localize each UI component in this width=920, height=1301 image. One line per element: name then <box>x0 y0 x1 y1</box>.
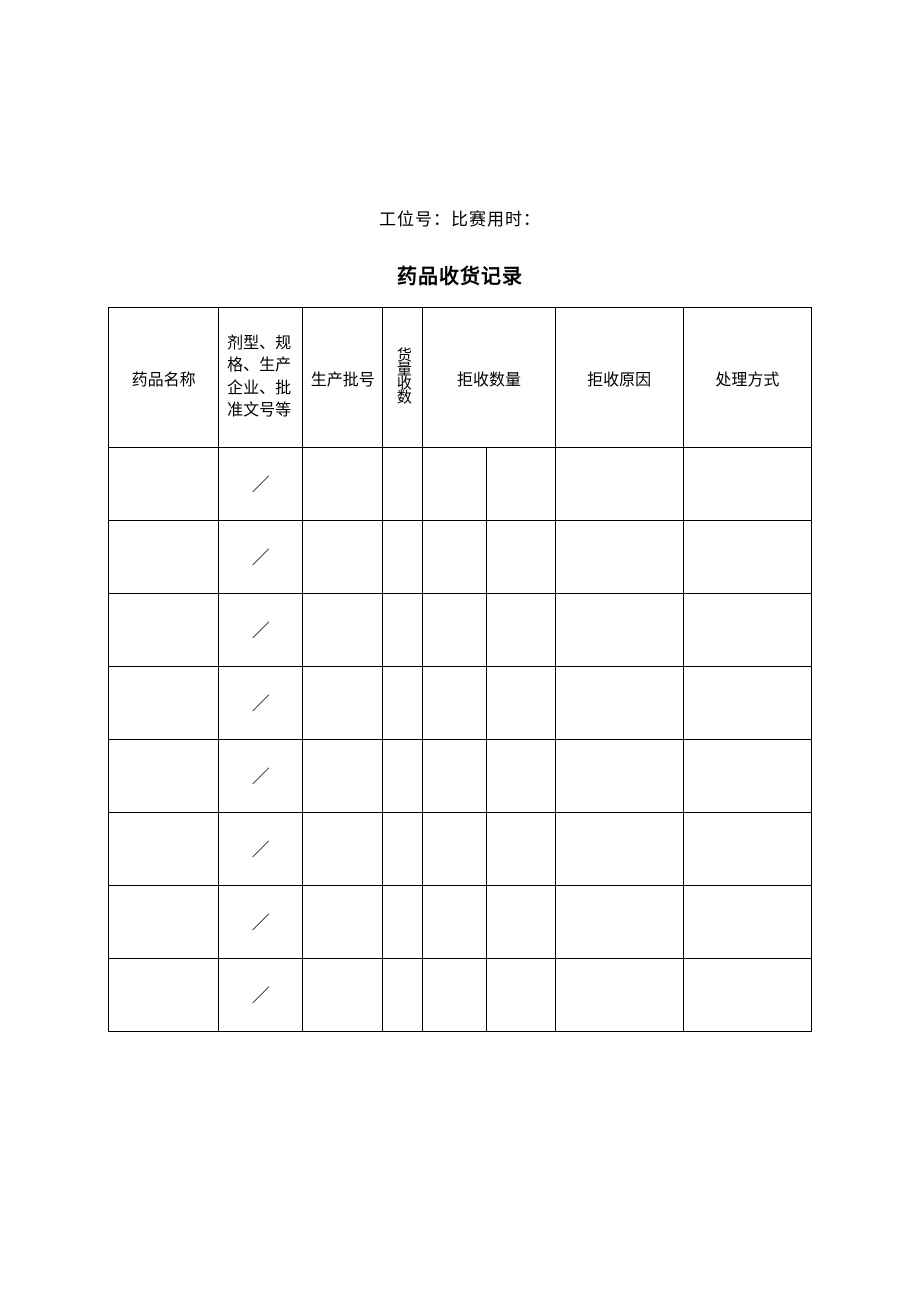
cell-drug-name <box>109 886 219 959</box>
cell-drug-name <box>109 740 219 813</box>
col-header-batch: 生产批号 <box>303 308 383 448</box>
cell-drug-name <box>109 813 219 886</box>
cell-reject-reason <box>555 594 683 667</box>
cell-reject-qty-a <box>423 959 487 1032</box>
cell-batch <box>303 594 383 667</box>
cell-batch <box>303 448 383 521</box>
time-label: 比赛用时： <box>451 210 541 229</box>
table-row: ／ <box>109 521 812 594</box>
table-row: ／ <box>109 667 812 740</box>
cell-reject-qty-b <box>487 521 555 594</box>
cell-reject-reason <box>555 740 683 813</box>
cell-form-spec: ／ <box>219 959 303 1032</box>
cell-reject-reason <box>555 521 683 594</box>
cell-handling <box>683 594 811 667</box>
cell-reject-reason <box>555 813 683 886</box>
cell-batch <box>303 667 383 740</box>
table-row: ／ <box>109 813 812 886</box>
record-table: 药品名称 剂型、规格、生产企业、批准文号等 生产批号 货量收数 拒收数量 拒收原… <box>108 307 812 1032</box>
cell-receive-qty <box>383 667 423 740</box>
cell-batch <box>303 521 383 594</box>
station-label: 工位号： <box>379 210 451 229</box>
cell-drug-name <box>109 521 219 594</box>
cell-reject-qty-a <box>423 667 487 740</box>
cell-form-spec: ／ <box>219 448 303 521</box>
cell-form-spec: ／ <box>219 521 303 594</box>
cell-batch <box>303 959 383 1032</box>
cell-reject-qty-b <box>487 886 555 959</box>
cell-reject-qty-a <box>423 886 487 959</box>
col-header-reject-qty: 拒收数量 <box>423 308 555 448</box>
cell-reject-reason <box>555 667 683 740</box>
cell-reject-qty-b <box>487 813 555 886</box>
cell-reject-qty-b <box>487 667 555 740</box>
cell-reject-reason <box>555 448 683 521</box>
col-header-handling: 处理方式 <box>683 308 811 448</box>
col-header-receive-qty: 货量收数 <box>383 308 423 448</box>
table-header-row: 药品名称 剂型、规格、生产企业、批准文号等 生产批号 货量收数 拒收数量 拒收原… <box>109 308 812 448</box>
page-container: 工位号：比赛用时： 药品收货记录 药品名称 剂型、规格、生产企业、批准文号等 生… <box>0 0 920 1032</box>
col-header-drug-name: 药品名称 <box>109 308 219 448</box>
cell-reject-qty-b <box>487 740 555 813</box>
cell-handling <box>683 813 811 886</box>
cell-reject-qty-a <box>423 448 487 521</box>
table-row: ／ <box>109 448 812 521</box>
cell-receive-qty <box>383 813 423 886</box>
page-title: 药品收货记录 <box>108 260 812 289</box>
cell-form-spec: ／ <box>219 886 303 959</box>
cell-receive-qty <box>383 594 423 667</box>
cell-receive-qty <box>383 886 423 959</box>
cell-reject-qty-b <box>487 594 555 667</box>
col-header-form-spec: 剂型、规格、生产企业、批准文号等 <box>219 308 303 448</box>
cell-reject-qty-b <box>487 959 555 1032</box>
cell-receive-qty <box>383 740 423 813</box>
cell-form-spec: ／ <box>219 667 303 740</box>
cell-handling <box>683 521 811 594</box>
cell-reject-reason <box>555 959 683 1032</box>
table-row: ／ <box>109 594 812 667</box>
table-row: ／ <box>109 740 812 813</box>
cell-handling <box>683 959 811 1032</box>
cell-batch <box>303 886 383 959</box>
cell-form-spec: ／ <box>219 740 303 813</box>
cell-receive-qty <box>383 959 423 1032</box>
cell-reject-reason <box>555 886 683 959</box>
table-row: ／ <box>109 959 812 1032</box>
cell-handling <box>683 448 811 521</box>
cell-handling <box>683 740 811 813</box>
cell-handling <box>683 667 811 740</box>
cell-handling <box>683 886 811 959</box>
header-line: 工位号：比赛用时： <box>108 205 812 230</box>
col-header-reject-reason: 拒收原因 <box>555 308 683 448</box>
cell-drug-name <box>109 959 219 1032</box>
cell-reject-qty-a <box>423 813 487 886</box>
cell-batch <box>303 813 383 886</box>
cell-drug-name <box>109 594 219 667</box>
cell-reject-qty-a <box>423 740 487 813</box>
cell-form-spec: ／ <box>219 594 303 667</box>
cell-form-spec: ／ <box>219 813 303 886</box>
cell-reject-qty-b <box>487 448 555 521</box>
cell-receive-qty <box>383 521 423 594</box>
table-row: ／ <box>109 886 812 959</box>
table-body: ／／／／／／／／ <box>109 448 812 1032</box>
cell-reject-qty-a <box>423 521 487 594</box>
cell-drug-name <box>109 448 219 521</box>
cell-reject-qty-a <box>423 594 487 667</box>
cell-batch <box>303 740 383 813</box>
cell-drug-name <box>109 667 219 740</box>
cell-receive-qty <box>383 448 423 521</box>
